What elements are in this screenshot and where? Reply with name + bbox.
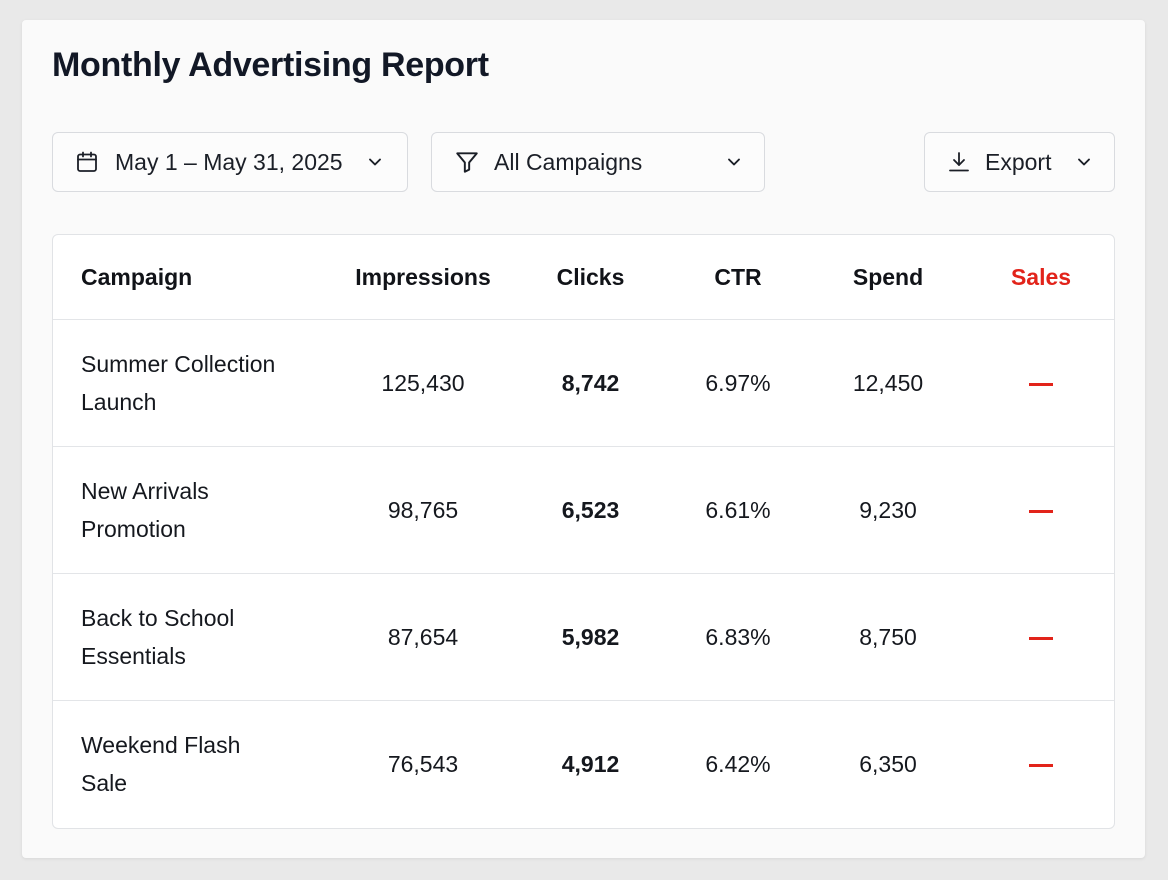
column-header-ctr[interactable]: CTR <box>668 235 808 320</box>
column-header-campaign[interactable]: Campaign <box>53 235 333 320</box>
chevron-down-icon <box>724 152 744 172</box>
campaign-table: Campaign Impressions Clicks CTR Spend Sa… <box>52 234 1115 829</box>
date-range-label: May 1 – May 31, 2025 <box>115 148 343 175</box>
campaign-name: Back to School Essentials <box>53 573 333 701</box>
chevron-down-icon <box>365 152 385 172</box>
ctr-cell: 6.83% <box>668 573 808 701</box>
no-sales-dash <box>1029 509 1053 513</box>
campaign-name: New Arrivals Promotion <box>53 446 333 574</box>
impressions-cell: 76,543 <box>387 750 459 777</box>
clicks-cell: 4,912 <box>561 750 620 777</box>
campaign-name: Summer Collection Launch <box>53 319 333 447</box>
spend-cell: 8,750 <box>808 573 968 701</box>
column-header-sales[interactable]: Sales <box>968 235 1114 320</box>
no-sales-dash <box>1029 763 1053 767</box>
table-row[interactable]: Weekend Flash Sale 76,543 4,912 6.42% 6,3… <box>53 701 1114 828</box>
export-label: Export <box>985 148 1052 175</box>
calendar-icon <box>75 150 99 174</box>
filter-icon <box>454 149 480 175</box>
campaign-filter-label: All Campaigns <box>494 148 643 175</box>
download-icon <box>947 150 971 174</box>
ctr-cell: 6.42% <box>705 750 771 777</box>
sales-cell <box>968 319 1114 447</box>
ctr-cell: 6.61% <box>668 446 808 574</box>
spend-cell: 12,450 <box>808 319 968 447</box>
clicks-cell: 6,523 <box>513 446 668 574</box>
sales-cell <box>968 573 1114 701</box>
chevron-down-icon <box>1074 152 1094 172</box>
date-range-dropdown[interactable]: May 1 – May 31, 2025 <box>52 132 408 192</box>
campaign-filter-dropdown[interactable]: All Campaigns <box>431 132 765 192</box>
table-row[interactable]: New Arrivals Promotion 98,765 6,523 6.61%… <box>53 446 1114 574</box>
page-title: Monthly Advertising Report <box>52 46 489 84</box>
impressions-cell: 98,765 <box>333 446 513 574</box>
impressions-cell: 125,430 <box>333 319 513 447</box>
spend-cell: 9,230 <box>808 446 968 574</box>
export-button[interactable]: Export <box>924 132 1115 192</box>
clicks-cell: 5,982 <box>513 573 668 701</box>
campaign-name: Weekend Flash Sale <box>81 732 241 796</box>
table-row[interactable]: Back to School Essentials 87,654 5,982 6.… <box>53 573 1114 701</box>
table-row[interactable]: Summer Collection Launch 125,430 8,742 6.… <box>53 319 1114 447</box>
no-sales-dash <box>1029 382 1053 386</box>
sales-cell <box>968 446 1114 574</box>
clicks-cell: 8,742 <box>513 319 668 447</box>
sales-cell <box>968 701 1114 828</box>
spend-cell: 6,350 <box>859 750 917 777</box>
column-header-spend[interactable]: Spend <box>808 235 968 320</box>
impressions-cell: 87,654 <box>333 573 513 701</box>
table-header-row: Campaign Impressions Clicks CTR Spend Sa… <box>53 235 1114 320</box>
column-header-clicks[interactable]: Clicks <box>513 235 668 320</box>
ctr-cell: 6.97% <box>668 319 808 447</box>
no-sales-dash <box>1029 636 1053 640</box>
column-header-impressions[interactable]: Impressions <box>333 235 513 320</box>
report-card: Monthly Advertising Report May 1 – May 3… <box>22 20 1145 858</box>
